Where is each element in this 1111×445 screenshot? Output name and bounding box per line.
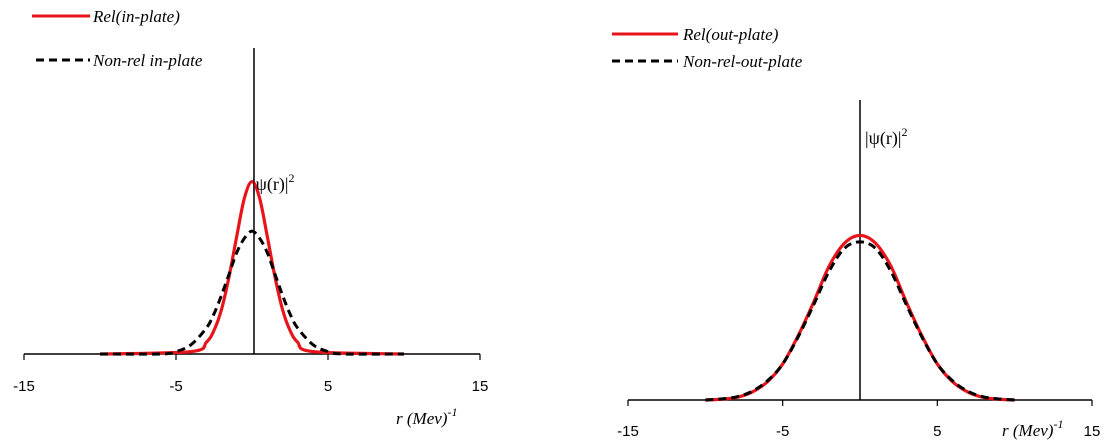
legend: Rel(in-plate) Non-rel in-plate bbox=[32, 7, 203, 70]
series-line-rel-in-plate bbox=[99, 179, 405, 356]
series-group bbox=[99, 179, 405, 356]
x-ticks bbox=[627, 400, 1093, 406]
series-group bbox=[705, 233, 1015, 402]
x-tick-label: 15 bbox=[472, 378, 489, 395]
chart-panel-in-plate: Rel(in-plate) Non-rel in-plate -15 -5 5 15 … bbox=[13, 7, 488, 428]
legend-label-non-rel-out-plate: Non-rel-out-plate bbox=[682, 52, 803, 71]
legend: Rel(out-plate) Non-rel-out-plate bbox=[612, 25, 803, 71]
legend-label-non-rel-in-plate: Non-rel in-plate bbox=[92, 51, 203, 70]
series-line-non-rel-in-plate bbox=[99, 229, 405, 356]
x-tick-labels: -15 -5 5 15 bbox=[13, 378, 488, 395]
x-axis-label: r (Mev)-1 bbox=[1002, 417, 1063, 440]
series-line-non-rel-out-plate bbox=[705, 240, 1015, 402]
x-axis-label: r (Mev)-1 bbox=[396, 405, 457, 428]
x-tick-label: -15 bbox=[13, 378, 35, 395]
y-axis-label: |ψ(r)|2 bbox=[252, 171, 294, 195]
x-tick-labels: -15 -5 5 15 bbox=[617, 423, 1100, 440]
x-tick-label: 5 bbox=[324, 378, 332, 395]
y-axis-label: |ψ(r)|2 bbox=[865, 125, 907, 149]
x-tick-label: -5 bbox=[169, 378, 182, 395]
x-tick-label: -5 bbox=[776, 423, 789, 440]
x-tick-label: 15 bbox=[1084, 423, 1101, 440]
x-tick-label: 5 bbox=[933, 423, 941, 440]
x-ticks bbox=[23, 354, 481, 360]
x-tick-label: -15 bbox=[617, 423, 639, 440]
chart-panel-out-plate: Rel(out-plate) Non-rel-out-plate -15 -5 5 1… bbox=[612, 25, 1100, 440]
legend-label-rel-in-plate: Rel(in-plate) bbox=[92, 7, 180, 26]
legend-label-rel-out-plate: Rel(out-plate) bbox=[682, 25, 779, 44]
